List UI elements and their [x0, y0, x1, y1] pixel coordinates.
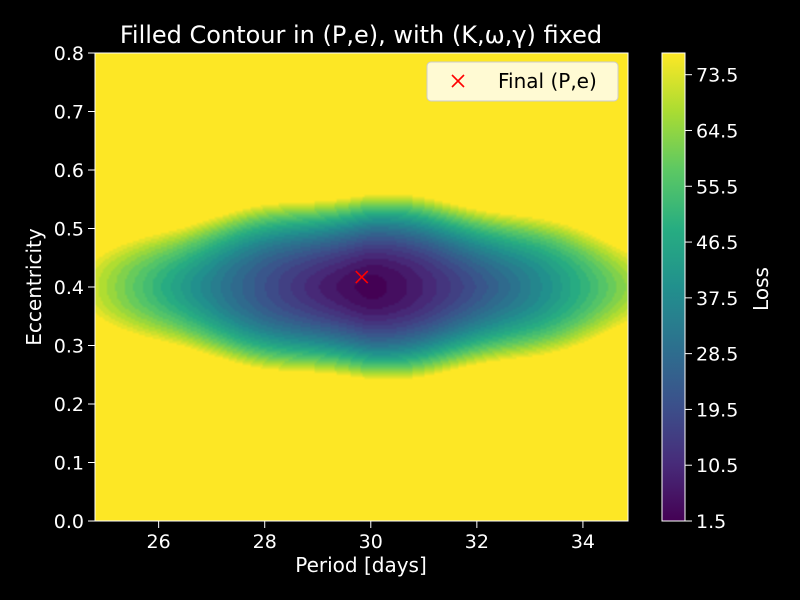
colorbar-tick-label: 37.5	[696, 288, 738, 310]
y-tick-label: 0.6	[54, 160, 84, 182]
y-tick-label: 0.5	[54, 219, 84, 241]
x-tick-label: 32	[465, 531, 489, 553]
y-tick-label: 0.1	[54, 453, 84, 475]
x-tick-label: 30	[359, 531, 383, 553]
colorbar-tick-label: 19.5	[696, 399, 738, 421]
x-tick-label: 34	[571, 531, 595, 553]
colorbar-ticks: 1.5 10.5 19.5 28.5 37.5 46.5 55.5 64.5 73.5	[685, 65, 738, 533]
colorbar-tick-label: 73.5	[696, 65, 738, 87]
final-point-marker	[355, 270, 369, 284]
colorbar-tick-label: 64.5	[696, 120, 738, 142]
legend: Final (P,e)	[426, 61, 619, 102]
x-axis: 26 28 30 32 34	[147, 521, 595, 553]
colorbar-gradient	[661, 52, 686, 522]
loss-contour-field	[95, 53, 628, 521]
y-tick-label: 0.0	[54, 511, 84, 533]
x-tick-label: 26	[147, 531, 171, 553]
colorbar-tick-label: 46.5	[696, 232, 738, 254]
y-tick-label: 0.2	[54, 394, 84, 416]
colorbar-tick-label: 1.5	[696, 511, 726, 533]
legend-entry-final: Final (P,e)	[498, 69, 597, 93]
colorbar-tick-label: 55.5	[696, 176, 738, 198]
chart-title: Filled Contour in (P,e), with (K,ω,γ) fi…	[120, 21, 602, 49]
legend-x-icon	[451, 74, 465, 88]
x-tick-label: 28	[253, 531, 277, 553]
y-axis-label: Eccentricity	[22, 228, 46, 346]
legend-box	[426, 61, 619, 102]
y-tick-label: 0.8	[54, 43, 84, 65]
colorbar-tick-label: 10.5	[696, 455, 738, 477]
colorbar-label: Loss	[749, 267, 773, 311]
y-axis: 0.0 0.1 0.2 0.3 0.4 0.5 0.6 0.7 0.8	[54, 43, 95, 533]
y-tick-label: 0.7	[54, 102, 84, 124]
x-axis-label: Period [days]	[295, 553, 427, 577]
plot-area	[94, 52, 629, 522]
y-tick-label: 0.4	[54, 277, 84, 299]
colorbar: 1.5 10.5 19.5 28.5 37.5 46.5 55.5 64.5 73.5 Loss	[661, 52, 773, 533]
y-tick-label: 0.3	[54, 336, 84, 358]
colorbar-tick-label: 28.5	[696, 344, 738, 366]
